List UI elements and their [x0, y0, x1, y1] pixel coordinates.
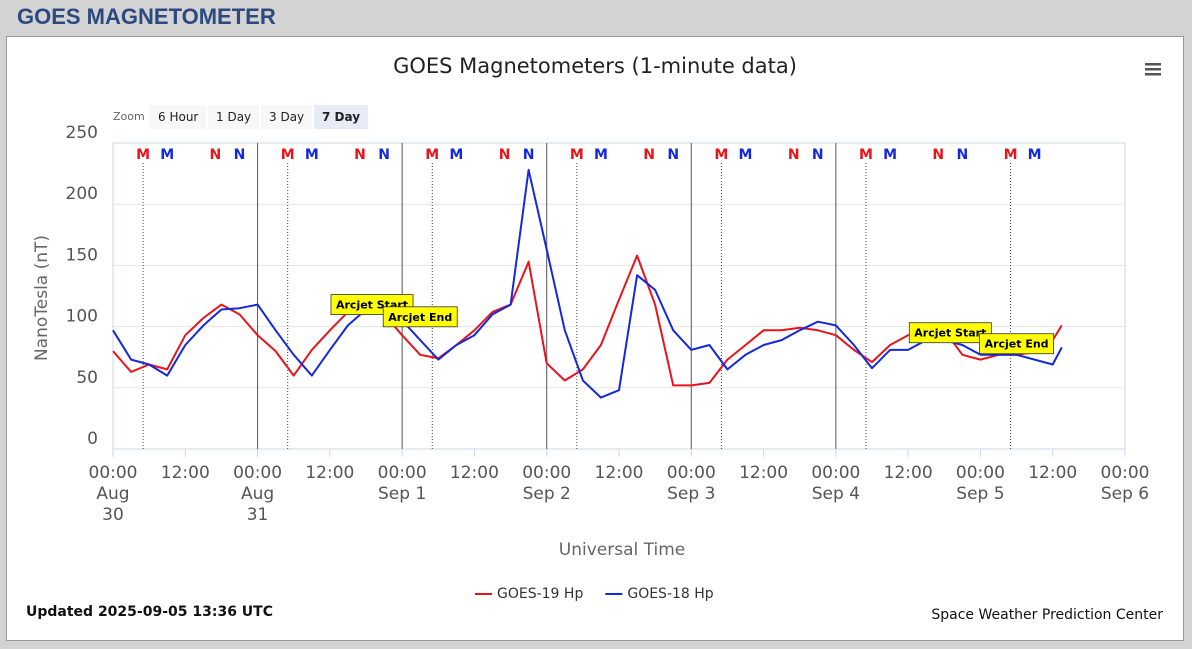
- zoom-button[interactable]: 7 Day: [314, 105, 369, 129]
- menu-button[interactable]: [1145, 63, 1161, 76]
- plot-border: [112, 142, 1126, 450]
- annotation-box: [908, 322, 992, 344]
- legend-label: GOES-19 Hp: [497, 586, 583, 602]
- local-time-marker: N: [812, 147, 824, 163]
- local-time-marker: M: [859, 147, 873, 163]
- y-tick-label: 50: [76, 368, 98, 388]
- x-tick-label: 12:00: [883, 463, 933, 483]
- local-time-marker: M: [570, 147, 584, 163]
- page-title: GOES MAGNETOMETER: [17, 4, 276, 29]
- local-time-marker: M: [1004, 147, 1018, 163]
- zoom-button[interactable]: 6 Hour: [150, 105, 207, 129]
- x-tick-label: 12:00: [1028, 463, 1078, 483]
- updated-note: Updated 2025-09-05 13:36 UTC: [26, 604, 273, 620]
- legend-label: GOES-18 Hp: [627, 586, 713, 602]
- chart-title: GOES Magnetometers (1-minute data): [393, 54, 797, 78]
- credits: Space Weather Prediction Center: [931, 607, 1163, 623]
- x-axis-label: Universal Time: [559, 540, 685, 560]
- y-tick-label: 250: [66, 123, 98, 143]
- x-tick-label: 00:00 Sep 5: [955, 463, 1005, 504]
- zoom-label: Zoom: [113, 110, 145, 123]
- annotation: Arcjet Start: [908, 322, 992, 344]
- x-tick-label: 00:00 Sep 6: [1100, 463, 1150, 504]
- local-time-marker: N: [378, 147, 390, 163]
- x-tick-label: 12:00: [594, 463, 644, 483]
- local-time-marker: N: [234, 147, 246, 163]
- local-time-marker: N: [643, 147, 655, 163]
- local-time-marker: N: [210, 147, 222, 163]
- local-time-marker: M: [160, 147, 174, 163]
- x-tick-label: 00:00 Sep 2: [522, 463, 572, 504]
- local-time-marker: M: [136, 147, 150, 163]
- local-time-marker: M: [305, 147, 319, 163]
- x-tick-label: 00:00 Sep 4: [811, 463, 861, 504]
- series-line: [112, 254, 1063, 387]
- local-time-marker: M: [594, 147, 608, 163]
- local-time-marker: N: [956, 147, 968, 163]
- local-time-marker: M: [1028, 147, 1042, 163]
- x-tick-label: 00:00 Sep 1: [377, 463, 427, 504]
- local-time-marker: N: [354, 147, 366, 163]
- annotation-label: Arcjet Start: [914, 327, 986, 340]
- y-tick-label: 0: [87, 429, 98, 449]
- local-time-marker: M: [883, 147, 897, 163]
- x-tick-label: 12:00: [160, 463, 210, 483]
- local-time-marker: N: [788, 147, 800, 163]
- y-tick-label: 100: [66, 307, 98, 327]
- x-tick-label: 12:00: [305, 463, 355, 483]
- local-time-marker: M: [714, 147, 728, 163]
- local-time-marker: N: [932, 147, 944, 163]
- local-time-marker: M: [449, 147, 463, 163]
- annotation-label: Arcjet End: [985, 338, 1049, 351]
- y-tick-label: 200: [66, 184, 98, 204]
- series-line: [112, 168, 1063, 399]
- zoom-button[interactable]: 1 Day: [208, 105, 260, 129]
- x-tick-label: 12:00: [449, 463, 499, 483]
- local-time-marker: N: [499, 147, 511, 163]
- x-tick-label: 12:00: [739, 463, 789, 483]
- local-time-marker: N: [523, 147, 535, 163]
- zoom-button[interactable]: 3 Day: [261, 105, 313, 129]
- annotation-box: [382, 306, 458, 328]
- x-tick-label: 00:00 Aug 30: [88, 463, 138, 525]
- local-time-marker: M: [281, 147, 295, 163]
- annotation: Arcjet End: [382, 306, 458, 328]
- x-tick-label: 00:00 Aug 31: [233, 463, 283, 525]
- annotation: Arcjet End: [979, 333, 1054, 355]
- y-tick-label: 150: [66, 245, 98, 265]
- local-time-marker: M: [739, 147, 753, 163]
- y-axis-label: NanoTesla (nT): [32, 235, 52, 361]
- annotation-label: Arcjet End: [388, 311, 452, 324]
- local-time-marker: N: [667, 147, 679, 163]
- x-tick-label: 00:00 Sep 3: [666, 463, 716, 504]
- annotation-box: [979, 333, 1054, 355]
- local-time-marker: M: [425, 147, 439, 163]
